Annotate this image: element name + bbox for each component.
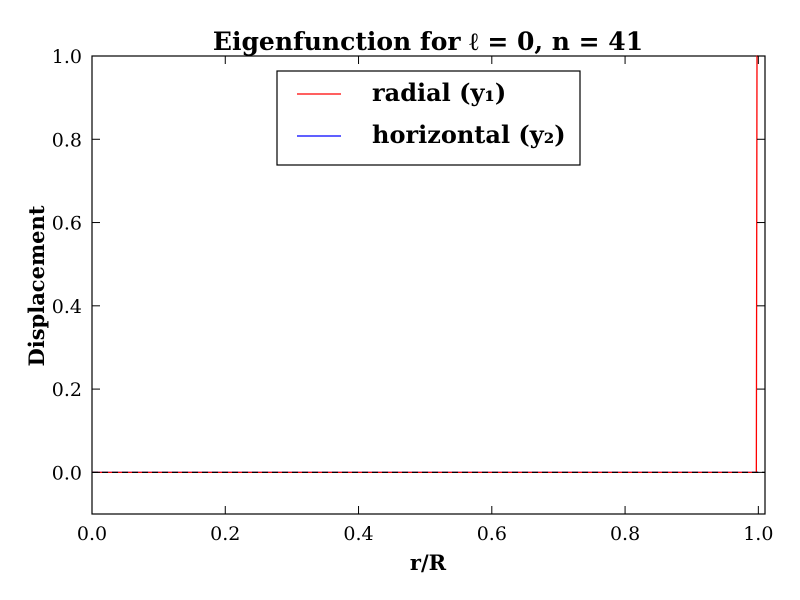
y-tick-label: 0.6	[52, 213, 82, 235]
y-tick-label: 0.4	[52, 296, 82, 318]
x-tick-label: 0.8	[610, 523, 640, 545]
x-tick-label: 0.2	[210, 523, 240, 545]
y-tick-label: 0.8	[52, 129, 82, 151]
x-tick-label: 0.6	[477, 523, 507, 545]
chart-title: Eigenfunction for ℓ = 0, n = 41	[213, 27, 643, 56]
y-axis: 0.0 0.2 0.4 0.6 0.8 1.0	[52, 46, 765, 484]
x-axis: 0.0 0.2 0.4 0.6 0.8 1.0	[77, 56, 773, 545]
y-axis-label: Displacement	[24, 205, 49, 366]
legend-label-radial: radial (y₁)	[372, 78, 506, 107]
x-axis-label: r/R	[410, 550, 447, 575]
legend: radial (y₁) horizontal (y₂)	[276, 70, 581, 166]
series-layer	[92, 55, 765, 474]
x-tick-label: 0.0	[77, 523, 107, 545]
x-tick-label: 0.4	[343, 523, 373, 545]
y-tick-label: 0.2	[52, 379, 82, 401]
y-tick-label: 0.0	[52, 462, 82, 484]
legend-box	[276, 70, 581, 166]
y-tick-label: 1.0	[52, 46, 82, 68]
legend-label-horizontal: horizontal (y₂)	[372, 120, 566, 149]
x-tick-label: 1.0	[743, 523, 773, 545]
